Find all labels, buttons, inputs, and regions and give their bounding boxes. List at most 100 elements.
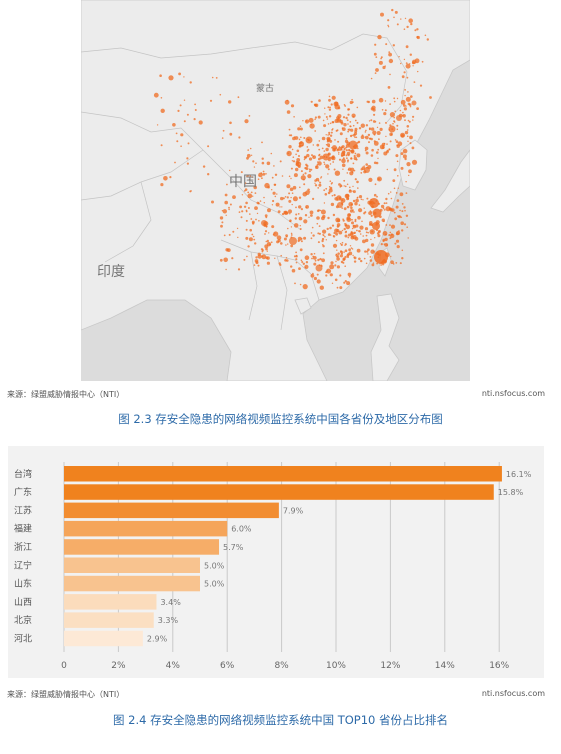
map-point <box>281 212 285 216</box>
map-point <box>295 213 298 216</box>
map-point <box>310 168 313 171</box>
map-point <box>176 140 179 143</box>
map-point <box>318 140 321 142</box>
map-point <box>371 105 376 110</box>
map-point <box>272 233 275 236</box>
map-hotspot <box>322 153 330 161</box>
map-point <box>356 106 359 109</box>
map-point <box>325 274 328 277</box>
map-point <box>365 163 369 166</box>
map-point <box>292 185 297 190</box>
map-point <box>393 211 396 214</box>
category-label: 辽宁 <box>14 559 32 571</box>
map-point <box>256 212 259 215</box>
map-point <box>186 113 189 116</box>
map-point <box>347 233 351 237</box>
map-point <box>219 93 222 96</box>
map-point <box>400 152 404 156</box>
map-point <box>302 191 308 197</box>
value-label: 16.1% <box>506 470 532 479</box>
map-point <box>261 254 267 260</box>
map-point <box>399 209 401 212</box>
map-point <box>332 121 335 124</box>
map-point <box>404 94 406 97</box>
map-point <box>261 157 264 160</box>
map-point <box>353 231 356 234</box>
map-point <box>385 121 387 124</box>
map-point <box>378 60 383 65</box>
map-point <box>316 143 320 147</box>
map-point <box>338 196 342 200</box>
map-point <box>360 123 365 128</box>
map-point <box>342 116 346 119</box>
map-point <box>169 176 172 179</box>
map-point <box>295 254 298 257</box>
map-point <box>320 176 323 178</box>
map-point <box>365 124 369 127</box>
map-point <box>301 261 304 263</box>
map-point <box>225 214 227 216</box>
map-point <box>330 183 333 185</box>
map-point <box>340 260 344 264</box>
map-point <box>344 224 347 227</box>
map-point <box>265 247 268 251</box>
map-point <box>348 275 351 278</box>
map-point <box>344 105 347 107</box>
map-point <box>264 214 268 218</box>
map-point <box>220 224 223 228</box>
map-point <box>340 243 343 246</box>
map-point <box>303 219 308 224</box>
map-point <box>357 187 359 189</box>
map-point <box>302 173 305 176</box>
map-point <box>223 257 228 263</box>
map-point <box>187 142 190 145</box>
map-point <box>228 100 232 104</box>
map-point <box>316 222 319 225</box>
map-point <box>271 204 274 206</box>
map-point <box>266 250 268 252</box>
map-point <box>370 238 372 241</box>
map-point <box>408 103 412 106</box>
map-point <box>349 100 353 105</box>
category-label: 河北 <box>14 632 32 644</box>
map-point <box>225 268 227 271</box>
map-point <box>346 119 349 122</box>
map-point <box>280 196 284 201</box>
map-point <box>336 286 339 289</box>
map-point <box>388 51 391 53</box>
map-point <box>366 197 369 200</box>
map-point <box>328 98 331 102</box>
map-point <box>346 205 350 209</box>
map-point <box>290 232 293 235</box>
map-point <box>334 119 339 123</box>
map-point <box>237 236 239 239</box>
map-point <box>345 194 350 198</box>
map-point <box>268 232 270 234</box>
map-point <box>312 234 315 237</box>
map-point <box>290 177 292 180</box>
value-label: 3.3% <box>158 616 179 625</box>
map-point <box>326 118 329 120</box>
map-point <box>364 136 366 138</box>
map-point <box>336 229 340 233</box>
map-point <box>404 89 406 91</box>
map-point <box>211 76 214 79</box>
bar <box>64 520 228 537</box>
map-point <box>330 131 333 134</box>
map-point <box>370 249 375 254</box>
map-point <box>314 130 317 132</box>
map-point <box>390 255 392 258</box>
map-point <box>392 122 394 125</box>
map-point <box>341 145 345 149</box>
map-point <box>316 216 320 220</box>
map-point <box>353 156 357 161</box>
map-point <box>360 172 363 174</box>
map-point <box>344 234 348 238</box>
map-point <box>336 257 340 261</box>
map-point <box>257 252 261 256</box>
map-point <box>346 151 351 156</box>
bar <box>64 557 200 573</box>
map-point <box>380 56 383 59</box>
map-point <box>402 104 406 107</box>
map-point <box>356 197 359 199</box>
